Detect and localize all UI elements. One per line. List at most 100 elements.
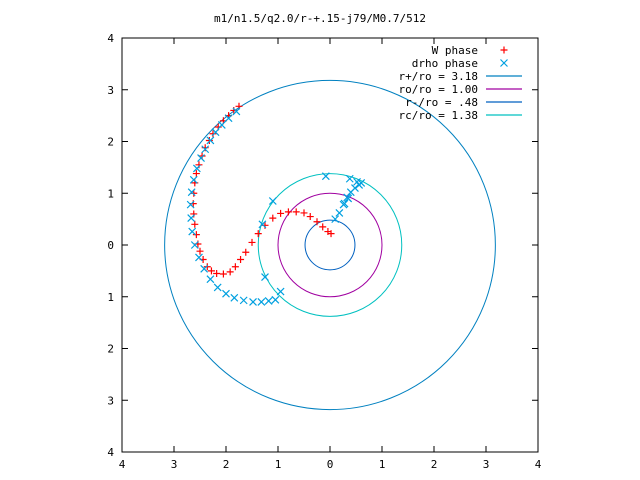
x-tick-label-3: 1 — [275, 458, 282, 471]
point-s1-16 — [206, 275, 215, 284]
y-tick-label-8: 4 — [107, 446, 114, 459]
point-s0-18 — [196, 247, 204, 255]
x-tick-label-6: 2 — [431, 458, 438, 471]
point-s1-25 — [261, 273, 269, 282]
y-tick-label-0: 4 — [107, 32, 114, 45]
point-s0-30 — [261, 221, 269, 229]
point-s1-3 — [211, 128, 220, 137]
point-s0-35 — [300, 209, 308, 217]
y-tick-label-1: 3 — [107, 84, 114, 97]
x-tick-label-5: 1 — [379, 458, 386, 471]
point-s0-14 — [190, 210, 198, 218]
legend-label-1: drho phase — [412, 57, 478, 70]
point-s0-37 — [313, 218, 321, 226]
point-s0-40 — [327, 230, 335, 238]
point-s1-32 — [351, 184, 359, 192]
y-tick-label-6: 2 — [107, 343, 114, 356]
legend-label-4: r-/ro = .48 — [405, 96, 478, 109]
legend-label-0: W phase — [432, 44, 478, 57]
circle-0 — [164, 79, 496, 411]
y-tick-label-7: 3 — [107, 394, 114, 407]
circle-3 — [257, 173, 403, 317]
circle-2 — [304, 219, 356, 271]
point-s0-34 — [292, 208, 300, 216]
point-s1-17 — [213, 283, 222, 292]
point-s1-0 — [232, 107, 241, 116]
y-tick-label-5: 1 — [107, 291, 114, 304]
point-s1-41 — [276, 287, 285, 296]
point-s1-11 — [187, 214, 196, 223]
point-s1-9 — [187, 188, 196, 197]
point-s1-21 — [249, 298, 257, 306]
x-tick-label-2: 2 — [223, 458, 230, 471]
point-s1-8 — [189, 175, 198, 184]
point-s1-4 — [206, 136, 215, 145]
legend-label-2: r+/ro = 3.18 — [399, 70, 478, 83]
point-s1-2 — [217, 121, 226, 129]
y-tick-label-3: 1 — [107, 187, 114, 200]
x-tick-label-0: 4 — [119, 458, 126, 471]
circle-1 — [277, 192, 383, 298]
point-s0-31 — [269, 214, 277, 222]
point-s1-36 — [340, 199, 349, 208]
point-s0-6 — [205, 136, 213, 144]
point-s1-14 — [195, 253, 203, 262]
point-s0-32 — [277, 209, 285, 217]
point-s0-20 — [203, 263, 211, 271]
point-s0-16 — [192, 231, 200, 239]
point-s1-1 — [224, 114, 233, 123]
point-s0-15 — [191, 220, 199, 228]
x-tick-label-1: 3 — [171, 458, 178, 471]
point-s0-10 — [192, 170, 200, 178]
reference-circles — [164, 79, 496, 411]
point-s1-27 — [331, 215, 340, 224]
legend-label-3: ro/ro = 1.00 — [399, 83, 478, 96]
point-s0-23 — [219, 270, 227, 278]
point-s0-26 — [237, 255, 245, 263]
point-s0-29 — [254, 230, 262, 238]
y-tick-label-4: 0 — [107, 239, 114, 252]
point-s1-12 — [188, 227, 197, 236]
point-s1-39 — [353, 177, 361, 186]
point-s1-35 — [344, 194, 353, 203]
point-s1-26 — [258, 220, 267, 229]
point-s0-38 — [319, 223, 327, 231]
data-series — [186, 102, 366, 306]
point-s1-24 — [271, 295, 280, 304]
point-s1-6 — [197, 154, 205, 162]
point-s1-37 — [321, 172, 330, 181]
point-s0-22 — [213, 269, 221, 277]
point-s0-27 — [242, 248, 250, 256]
point-s0-5 — [209, 130, 217, 138]
point-s1-13 — [190, 241, 199, 249]
point-s0-7 — [201, 144, 209, 152]
point-s1-23 — [264, 296, 273, 305]
point-s1-10 — [186, 200, 195, 209]
chart-title: m1/n1.5/q2.0/r-+.15-j79/M0.7/512 — [214, 12, 426, 25]
x-tick-label-7: 3 — [483, 458, 490, 471]
point-s0-13 — [189, 200, 197, 208]
legend-label-5: rc/ro = 1.38 — [399, 109, 478, 122]
point-s1-15 — [200, 264, 209, 273]
point-s0-21 — [207, 267, 215, 275]
point-s1-18 — [222, 289, 230, 298]
point-s0-28 — [248, 238, 256, 246]
legend-swatch-1 — [500, 59, 508, 67]
x-tick-label-4: 0 — [327, 458, 334, 471]
point-s1-7 — [192, 164, 201, 173]
x-tick-label-8: 4 — [535, 458, 542, 471]
point-s1-20 — [239, 296, 248, 305]
point-s1-22 — [257, 298, 266, 306]
y-tick-label-2: 2 — [107, 136, 114, 149]
point-s0-24 — [226, 268, 234, 276]
point-s0-25 — [231, 263, 239, 271]
point-s0-36 — [306, 213, 314, 221]
point-s1-40 — [268, 197, 277, 205]
point-s1-38 — [345, 174, 354, 183]
point-s1-28 — [335, 208, 344, 217]
point-s0-33 — [284, 208, 292, 216]
point-s1-5 — [201, 145, 210, 154]
